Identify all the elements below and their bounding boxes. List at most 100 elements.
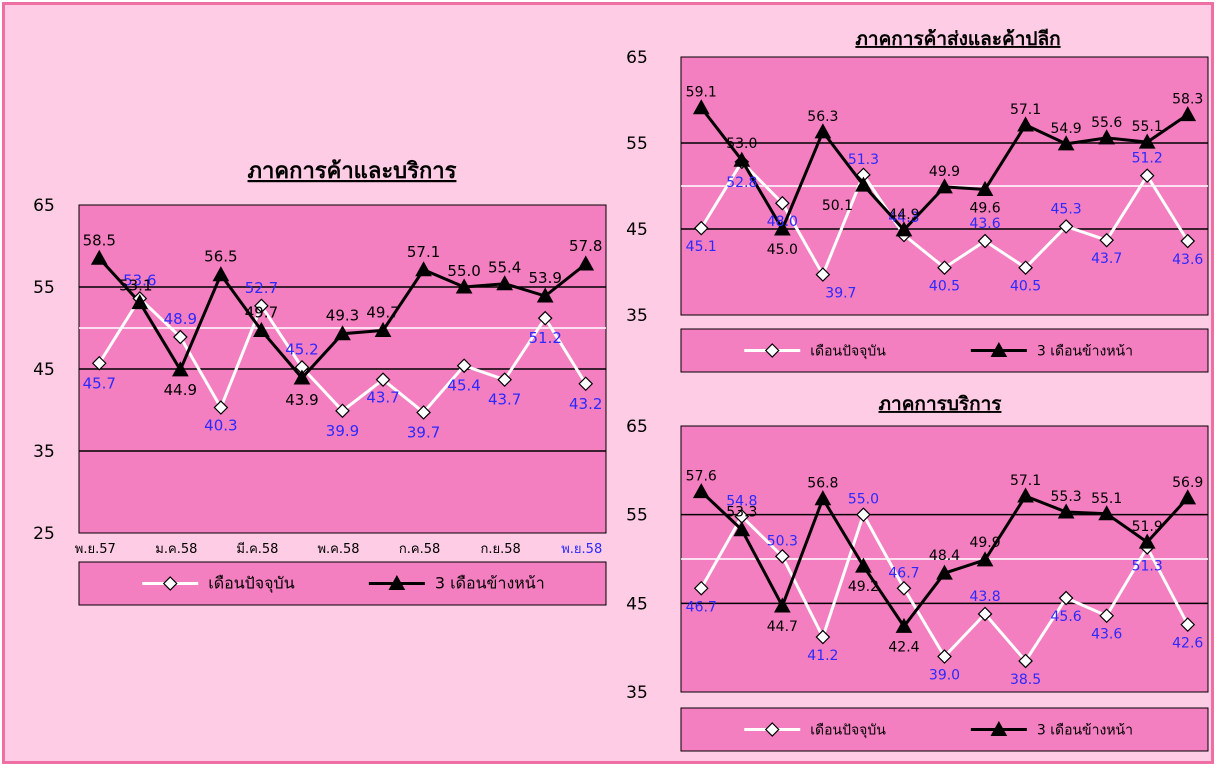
y-tick-label: 65 — [626, 48, 648, 68]
data-label-3-months-ahead: 56.3 — [807, 109, 838, 125]
data-label-current-month: 39.9 — [326, 422, 359, 440]
legend-triangle-icon — [388, 574, 406, 590]
marker-3-months-ahead — [1098, 505, 1116, 521]
marker-current-month — [937, 649, 952, 664]
data-label-current-month: 51.3 — [1132, 558, 1163, 574]
marker-current-month — [856, 507, 871, 523]
data-label-current-month: 51.2 — [528, 329, 561, 347]
marker-3-months-ahead — [773, 597, 791, 613]
data-label-3-months-ahead: 49.9 — [969, 535, 1000, 551]
data-label-current-month: 43.7 — [366, 389, 399, 407]
data-label-3-months-ahead: 44.7 — [767, 619, 798, 635]
legend-label-3-months-ahead: 3 เดือนข้างหน้า — [435, 574, 545, 593]
marker-3-months-ahead — [90, 249, 108, 265]
legend-label-current-month: เดือนปัจจุบัน — [810, 723, 886, 739]
data-label-3-months-ahead: 49.6 — [969, 200, 1000, 216]
x-tick-label: มี.ค.58 — [236, 541, 278, 557]
marker-3-months-ahead — [895, 221, 913, 237]
data-label-current-month: 39.7 — [407, 423, 440, 441]
data-label-3-months-ahead: 48.4 — [929, 548, 960, 564]
marker-current-month — [1180, 617, 1196, 632]
marker-3-months-ahead — [773, 220, 791, 236]
data-label-3-months-ahead: 49.7 — [245, 303, 278, 321]
data-label-3-months-ahead: 54.9 — [1051, 121, 1082, 137]
marker-3-months-ahead — [131, 294, 149, 310]
data-label-3-months-ahead: 49.2 — [848, 579, 879, 595]
marker-current-month — [1099, 232, 1115, 248]
data-label-current-month: 55.0 — [848, 492, 879, 508]
legend-label-current-month: เดือนปัจจุบัน — [810, 344, 886, 360]
marker-3-months-ahead — [253, 321, 270, 337]
x-tick-label: ก.ค.58 — [399, 542, 440, 557]
marker-current-month — [375, 372, 391, 388]
data-label-3-months-ahead: 53.9 — [528, 269, 561, 287]
y-tick-label: 45 — [626, 220, 648, 240]
marker-3-months-ahead — [692, 483, 710, 499]
chart-title: ภาคการค้าส่งและค้าปลีก — [855, 28, 1060, 50]
y-tick-label: 55 — [33, 278, 55, 298]
data-label-current-month: 52.8 — [726, 175, 757, 191]
marker-3-months-ahead — [415, 261, 432, 277]
data-label-current-month: 52.7 — [245, 279, 278, 297]
data-label-current-month: 43.7 — [1091, 251, 1122, 267]
data-label-3-months-ahead: 51.9 — [1132, 519, 1163, 535]
marker-3-months-ahead — [733, 521, 751, 537]
data-label-3-months-ahead: 56.9 — [1172, 475, 1203, 491]
marker-3-months-ahead — [855, 176, 872, 192]
data-label-current-month: 45.1 — [686, 239, 717, 255]
data-label-current-month: 43.7 — [488, 391, 521, 409]
marker-current-month — [254, 298, 269, 314]
marker-current-month — [815, 267, 831, 282]
legend-label-3-months-ahead: 3 เดือนข้างหน้า — [1037, 344, 1133, 360]
marker-current-month — [1018, 260, 1033, 276]
x-tick-label: ก.ย.58 — [481, 542, 521, 557]
marker-current-month — [1180, 233, 1196, 249]
data-label-current-month: 39.7 — [825, 286, 856, 302]
marker-current-month — [977, 606, 993, 622]
y-tick-label: 65 — [626, 417, 648, 437]
marker-current-month — [91, 355, 107, 371]
marker-current-month — [213, 400, 229, 415]
marker-current-month — [497, 372, 513, 388]
marker-current-month — [172, 329, 188, 345]
data-label-3-months-ahead: 53.1 — [119, 277, 152, 295]
marker-current-month — [977, 233, 993, 249]
data-label-3-months-ahead: 55.4 — [488, 259, 521, 277]
data-label-current-month: 45.4 — [447, 377, 480, 395]
marker-3-months-ahead — [976, 551, 994, 567]
marker-3-months-ahead — [976, 180, 994, 196]
data-label-3-months-ahead: 58.5 — [83, 231, 116, 249]
data-label-3-months-ahead: 57.1 — [407, 243, 440, 261]
marker-3-months-ahead — [1138, 133, 1156, 149]
marker-3-months-ahead — [1057, 135, 1075, 151]
data-label-current-month: 46.7 — [888, 565, 919, 581]
marker-current-month — [1058, 219, 1074, 234]
marker-current-month — [815, 629, 831, 645]
marker-3-months-ahead — [496, 275, 514, 291]
chart-title: ภาคการค้าและบริการ — [248, 159, 457, 184]
data-label-current-month: 40.3 — [204, 417, 237, 435]
marker-3-months-ahead — [212, 266, 230, 282]
marker-3-months-ahead — [293, 369, 311, 385]
data-label-current-month: 51.3 — [848, 152, 879, 168]
legend-diamond-icon — [764, 343, 780, 358]
y-tick-label: 35 — [626, 306, 648, 326]
marker-current-month — [896, 580, 912, 596]
data-label-current-month: 54.8 — [726, 493, 757, 509]
x-tick-label: พ.ค.58 — [317, 542, 359, 557]
marker-3-months-ahead — [171, 361, 189, 377]
data-label-3-months-ahead: 49.9 — [929, 164, 960, 180]
marker-current-month — [578, 376, 594, 392]
x-tick-label: พ.ย.57 — [75, 542, 116, 557]
data-label-3-months-ahead: 57.8 — [569, 237, 602, 255]
data-label-3-months-ahead: 53.3 — [726, 505, 757, 521]
marker-3-months-ahead — [814, 123, 832, 139]
marker-current-month — [774, 548, 790, 564]
y-tick-label: 45 — [33, 360, 55, 380]
y-tick-label: 55 — [626, 506, 648, 526]
marker-current-month — [693, 220, 709, 236]
data-label-current-month: 48.0 — [767, 214, 798, 230]
marker-3-months-ahead — [936, 564, 953, 580]
data-label-current-month: 43.6 — [969, 216, 1000, 232]
